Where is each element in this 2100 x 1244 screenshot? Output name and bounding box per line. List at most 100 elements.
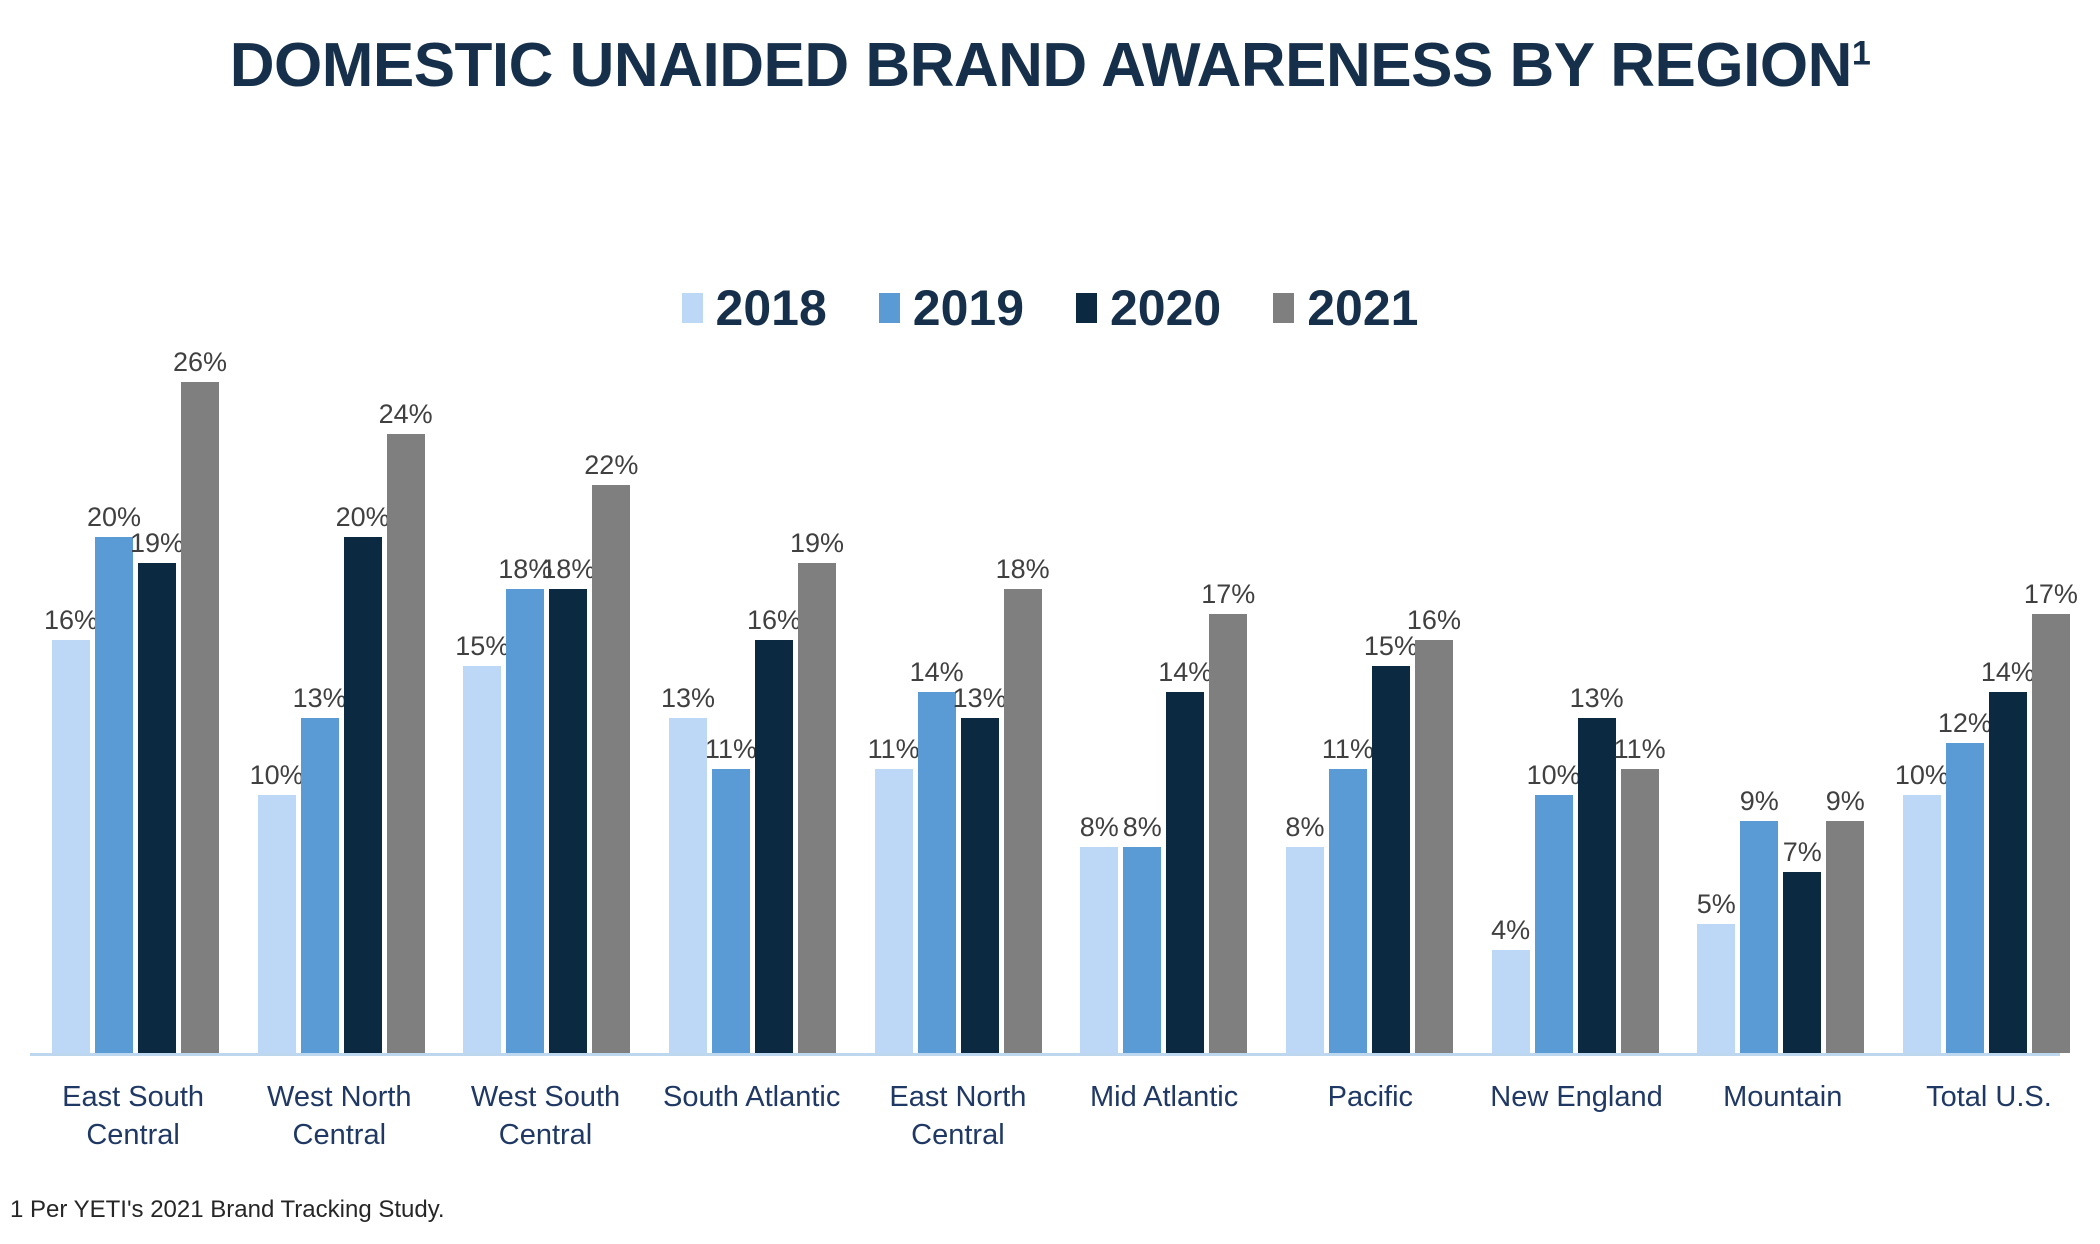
bar-group-east-south-central: 16% 20% 19% 26% <box>44 349 227 1053</box>
legend-swatch-2021 <box>1273 293 1295 323</box>
bar-2019: 12% <box>1938 710 1992 1053</box>
bar-group-east-north-central: 11% 14% 13% 18% <box>868 382 1050 1053</box>
bar-2018: 15% <box>455 633 509 1053</box>
bar-value-label: 8% <box>1122 812 1162 842</box>
bar-2019: 20% <box>87 504 141 1053</box>
bar-2019: 11% <box>1322 736 1374 1053</box>
bar-2019: 14% <box>910 659 964 1053</box>
legend-item-2019: 2019 <box>878 280 1024 336</box>
x-axis-label: East North Central <box>889 1081 1027 1152</box>
bar-value-label: 22% <box>584 450 639 480</box>
bar-value-label: 18% <box>541 554 596 584</box>
bar-2021: 17% <box>1201 581 1255 1053</box>
bar-2021: 24% <box>379 401 433 1053</box>
legend-label: 2019 <box>912 280 1024 336</box>
x-axis-label: Total U.S. <box>1926 1081 2052 1113</box>
bar-value-label: 16% <box>746 605 801 635</box>
bar-2020: 15% <box>1364 633 1418 1053</box>
bar-value-label: 8% <box>1079 812 1119 842</box>
bar-group-new-england: 4% 10% 13% 11% <box>1491 382 1666 1053</box>
bar-2019: 10% <box>1527 762 1581 1053</box>
bar-2018: 16% <box>44 607 98 1053</box>
legend-item-2020: 2020 <box>1076 283 1221 333</box>
bar-group-south-atlantic: 13% 11% 16% 19% <box>661 382 844 1053</box>
bar-chart-plot-area: 16% 20% 19% 26% 10% 13% 20% 24% 15% 18% 18% 22% 13% 1… <box>44 349 2078 1053</box>
bar-2021: 9% <box>1826 788 1865 1053</box>
bar-value-label: 4% <box>1491 915 1531 945</box>
chart-legend: 2018 2019 2020 2021 <box>0 283 2100 333</box>
bar-value-label: 18% <box>498 554 553 584</box>
bar-2019: 9% <box>1740 788 1779 1053</box>
chart-title: DOMESTIC UNAIDED BRAND AWARENESS BY REGI… <box>0 30 2100 101</box>
bar-value-label: 16% <box>1406 605 1461 635</box>
bar-value-label: 11% <box>704 734 757 764</box>
bar-value-label: 15% <box>455 631 510 661</box>
x-axis-labels: East South Central West North Central West… <box>30 1078 2092 1155</box>
x-axis-baseline <box>30 1053 2060 1056</box>
bar-value-label: 11% <box>1321 734 1374 764</box>
bar-2020: 20% <box>336 504 390 1053</box>
bar-group-west-north-central: 10% 13% 20% 24% <box>250 382 433 1053</box>
bar-2021: 16% <box>1407 607 1461 1053</box>
bar-2019: 18% <box>498 556 552 1053</box>
bar-value-label: 17% <box>2023 579 2078 609</box>
bar-2019: 8% <box>1123 814 1162 1053</box>
bar-2018: 8% <box>1285 814 1324 1053</box>
bar-2021: 26% <box>173 349 227 1053</box>
chart-title-footnote-marker: 1 <box>1851 34 1871 73</box>
bar-value-label: 20% <box>335 502 390 532</box>
x-axis-label: East South Central <box>62 1081 205 1152</box>
bar-value-label: 20% <box>86 502 142 532</box>
bar-value-label: 18% <box>995 554 1050 584</box>
bar-value-label: 24% <box>378 399 433 429</box>
bar-2020: 13% <box>953 685 1007 1053</box>
legend-swatch-2020 <box>1076 293 1097 323</box>
bar-2018: 10% <box>1895 762 1949 1053</box>
bar-group-mid-atlantic: 8% 8% 14% 17% <box>1080 382 1255 1053</box>
bar-2018: 4% <box>1491 917 1530 1053</box>
legend-swatch-2019 <box>878 293 900 323</box>
bar-2020: 19% <box>130 530 184 1053</box>
x-axis-label: Mountain <box>1723 1081 1843 1113</box>
bar-2018: 5% <box>1697 891 1736 1053</box>
bar-2020: 14% <box>1981 659 2035 1053</box>
bar-value-label: 19% <box>789 528 844 558</box>
x-axis-label: Pacific <box>1327 1081 1414 1113</box>
bar-2021: 19% <box>790 530 844 1053</box>
bar-2019: 13% <box>293 685 347 1053</box>
bar-2021: 17% <box>2024 581 2078 1053</box>
bar-2020: 16% <box>747 607 801 1053</box>
bar-2018: 8% <box>1080 814 1119 1053</box>
bar-2020: 14% <box>1158 659 1212 1053</box>
footnote: 1 Per YETI's 2021 Brand Tracking Study. <box>10 1196 445 1223</box>
bar-2018: 11% <box>868 736 920 1053</box>
bar-2021: 18% <box>996 556 1050 1053</box>
bar-value-label: 14% <box>1980 657 2035 687</box>
bar-value-label: 13% <box>952 683 1007 713</box>
bar-value-label: 5% <box>1696 889 1736 919</box>
bar-value-label: 7% <box>1782 837 1822 867</box>
bar-value-label: 9% <box>1825 786 1865 816</box>
legend-label: 2021 <box>1307 280 1419 336</box>
bar-2018: 10% <box>250 762 304 1053</box>
x-axis-label: Mid Atlantic <box>1089 1081 1239 1113</box>
bar-value-label: 8% <box>1285 812 1325 842</box>
x-axis-label: South Atlantic <box>663 1081 841 1113</box>
bar-group-pacific: 8% 11% 15% 16% <box>1285 382 1461 1053</box>
bar-value-label: 11% <box>867 734 920 764</box>
legend-label: 2018 <box>715 280 827 336</box>
bar-value-label: 13% <box>660 683 715 713</box>
bar-value-label: 13% <box>1569 683 1624 713</box>
bar-value-label: 14% <box>1158 657 1213 687</box>
bar-value-label: 13% <box>292 683 347 713</box>
bar-value-label: 10% <box>249 760 304 790</box>
bar-2020: 13% <box>1570 685 1624 1053</box>
x-axis-label: New England <box>1490 1081 1663 1113</box>
bar-value-label: 15% <box>1363 631 1418 661</box>
bar-value-label: 19% <box>129 528 185 558</box>
bar-value-label: 10% <box>1526 760 1581 790</box>
bar-2021: 22% <box>584 452 638 1053</box>
bar-group-mountain: 5% 9% 7% 9% <box>1697 382 1865 1053</box>
legend-label: 2020 <box>1110 280 1222 336</box>
